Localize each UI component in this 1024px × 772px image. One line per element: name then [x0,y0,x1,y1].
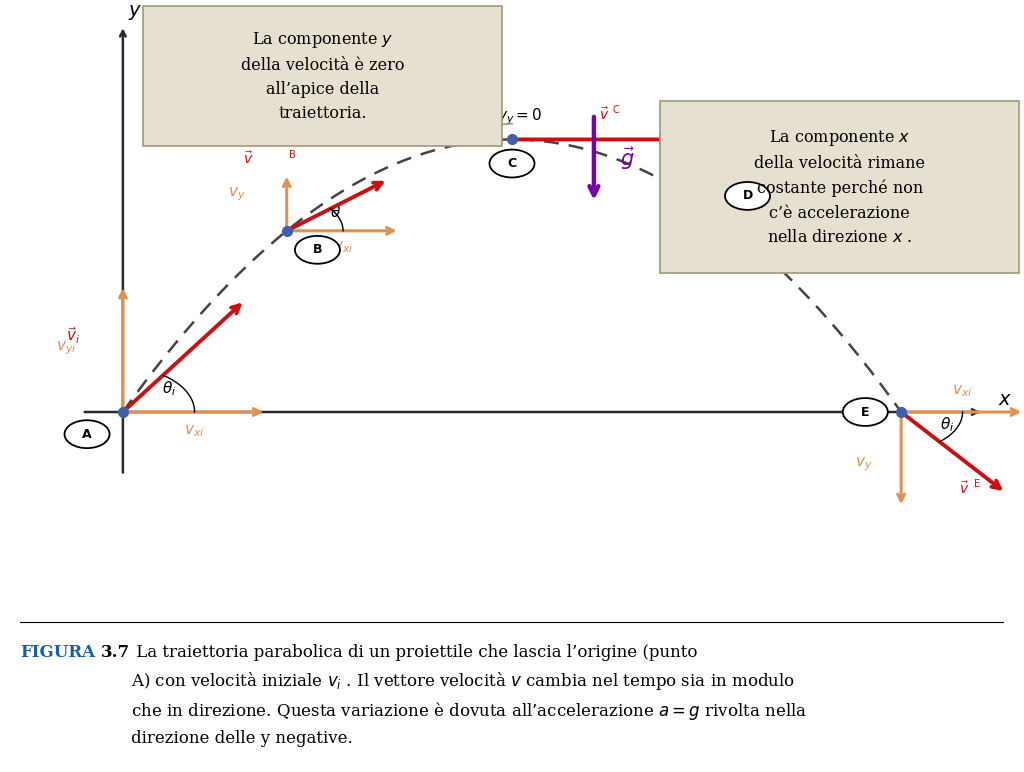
Text: $v_{xi}$: $v_{xi}$ [333,239,353,255]
Text: 3.7: 3.7 [101,644,130,661]
Text: $\theta_i$: $\theta_i$ [162,379,176,398]
Text: $\theta$: $\theta$ [330,204,341,220]
Text: $\vec{v}$: $\vec{v}$ [959,481,970,497]
Text: $v_y$: $v_y$ [855,455,872,472]
Text: $v_{xi}$: $v_{xi}$ [763,188,783,204]
Circle shape [843,398,888,426]
Text: $x$: $x$ [998,390,1013,409]
Text: La traiettoria parabolica di un proiettile che lascia l’origine (punto
A) con ve: La traiettoria parabolica di un proietti… [131,644,807,747]
Circle shape [65,420,110,448]
Text: C: C [508,157,516,170]
Text: $\theta_i$: $\theta_i$ [940,416,954,435]
Text: La componente $x$
della velocità rimane
costante perché non
c’è accelerazione
ne: La componente $x$ della velocità rimane … [755,128,925,245]
Text: $\vec{v}$: $\vec{v}$ [599,107,609,124]
Text: $v_y$: $v_y$ [672,235,690,253]
Text: $\mathsf{D}$: $\mathsf{D}$ [788,249,798,261]
Text: $\mathsf{C}$: $\mathsf{C}$ [612,103,621,115]
Text: La componente $y$
della velocità è zero
all’apice della
traiettoria.: La componente $y$ della velocità è zero … [241,30,404,122]
Text: $\vec{v}_i$: $\vec{v}_i$ [66,326,80,347]
Text: B: B [312,243,323,256]
Text: $v_y$: $v_y$ [228,185,246,202]
Text: $v_{xi}$: $v_{xi}$ [184,423,205,438]
Text: $\theta$: $\theta$ [753,216,764,232]
Text: $\vec{g}$: $\vec{g}$ [620,145,634,172]
Circle shape [725,182,770,210]
Text: $\mathsf{E}$: $\mathsf{E}$ [973,477,980,489]
FancyBboxPatch shape [143,6,502,146]
Text: $y$: $y$ [128,3,142,22]
Text: FIGURA: FIGURA [20,644,95,661]
FancyBboxPatch shape [660,101,1019,273]
Text: $\vec{v}$: $\vec{v}$ [243,151,253,168]
Text: D: D [742,189,753,202]
Text: $\mathsf{B}$: $\mathsf{B}$ [288,147,296,160]
Text: $v_{xi}$: $v_{xi}$ [952,383,973,399]
Text: $v_y = 0$: $v_y = 0$ [497,107,542,127]
Text: A: A [82,428,92,441]
Circle shape [295,236,340,264]
Text: E: E [861,405,869,418]
Text: $\vec{v}$: $\vec{v}$ [775,252,785,269]
Text: $v_{yi}$: $v_{yi}$ [56,340,77,357]
Circle shape [489,150,535,178]
